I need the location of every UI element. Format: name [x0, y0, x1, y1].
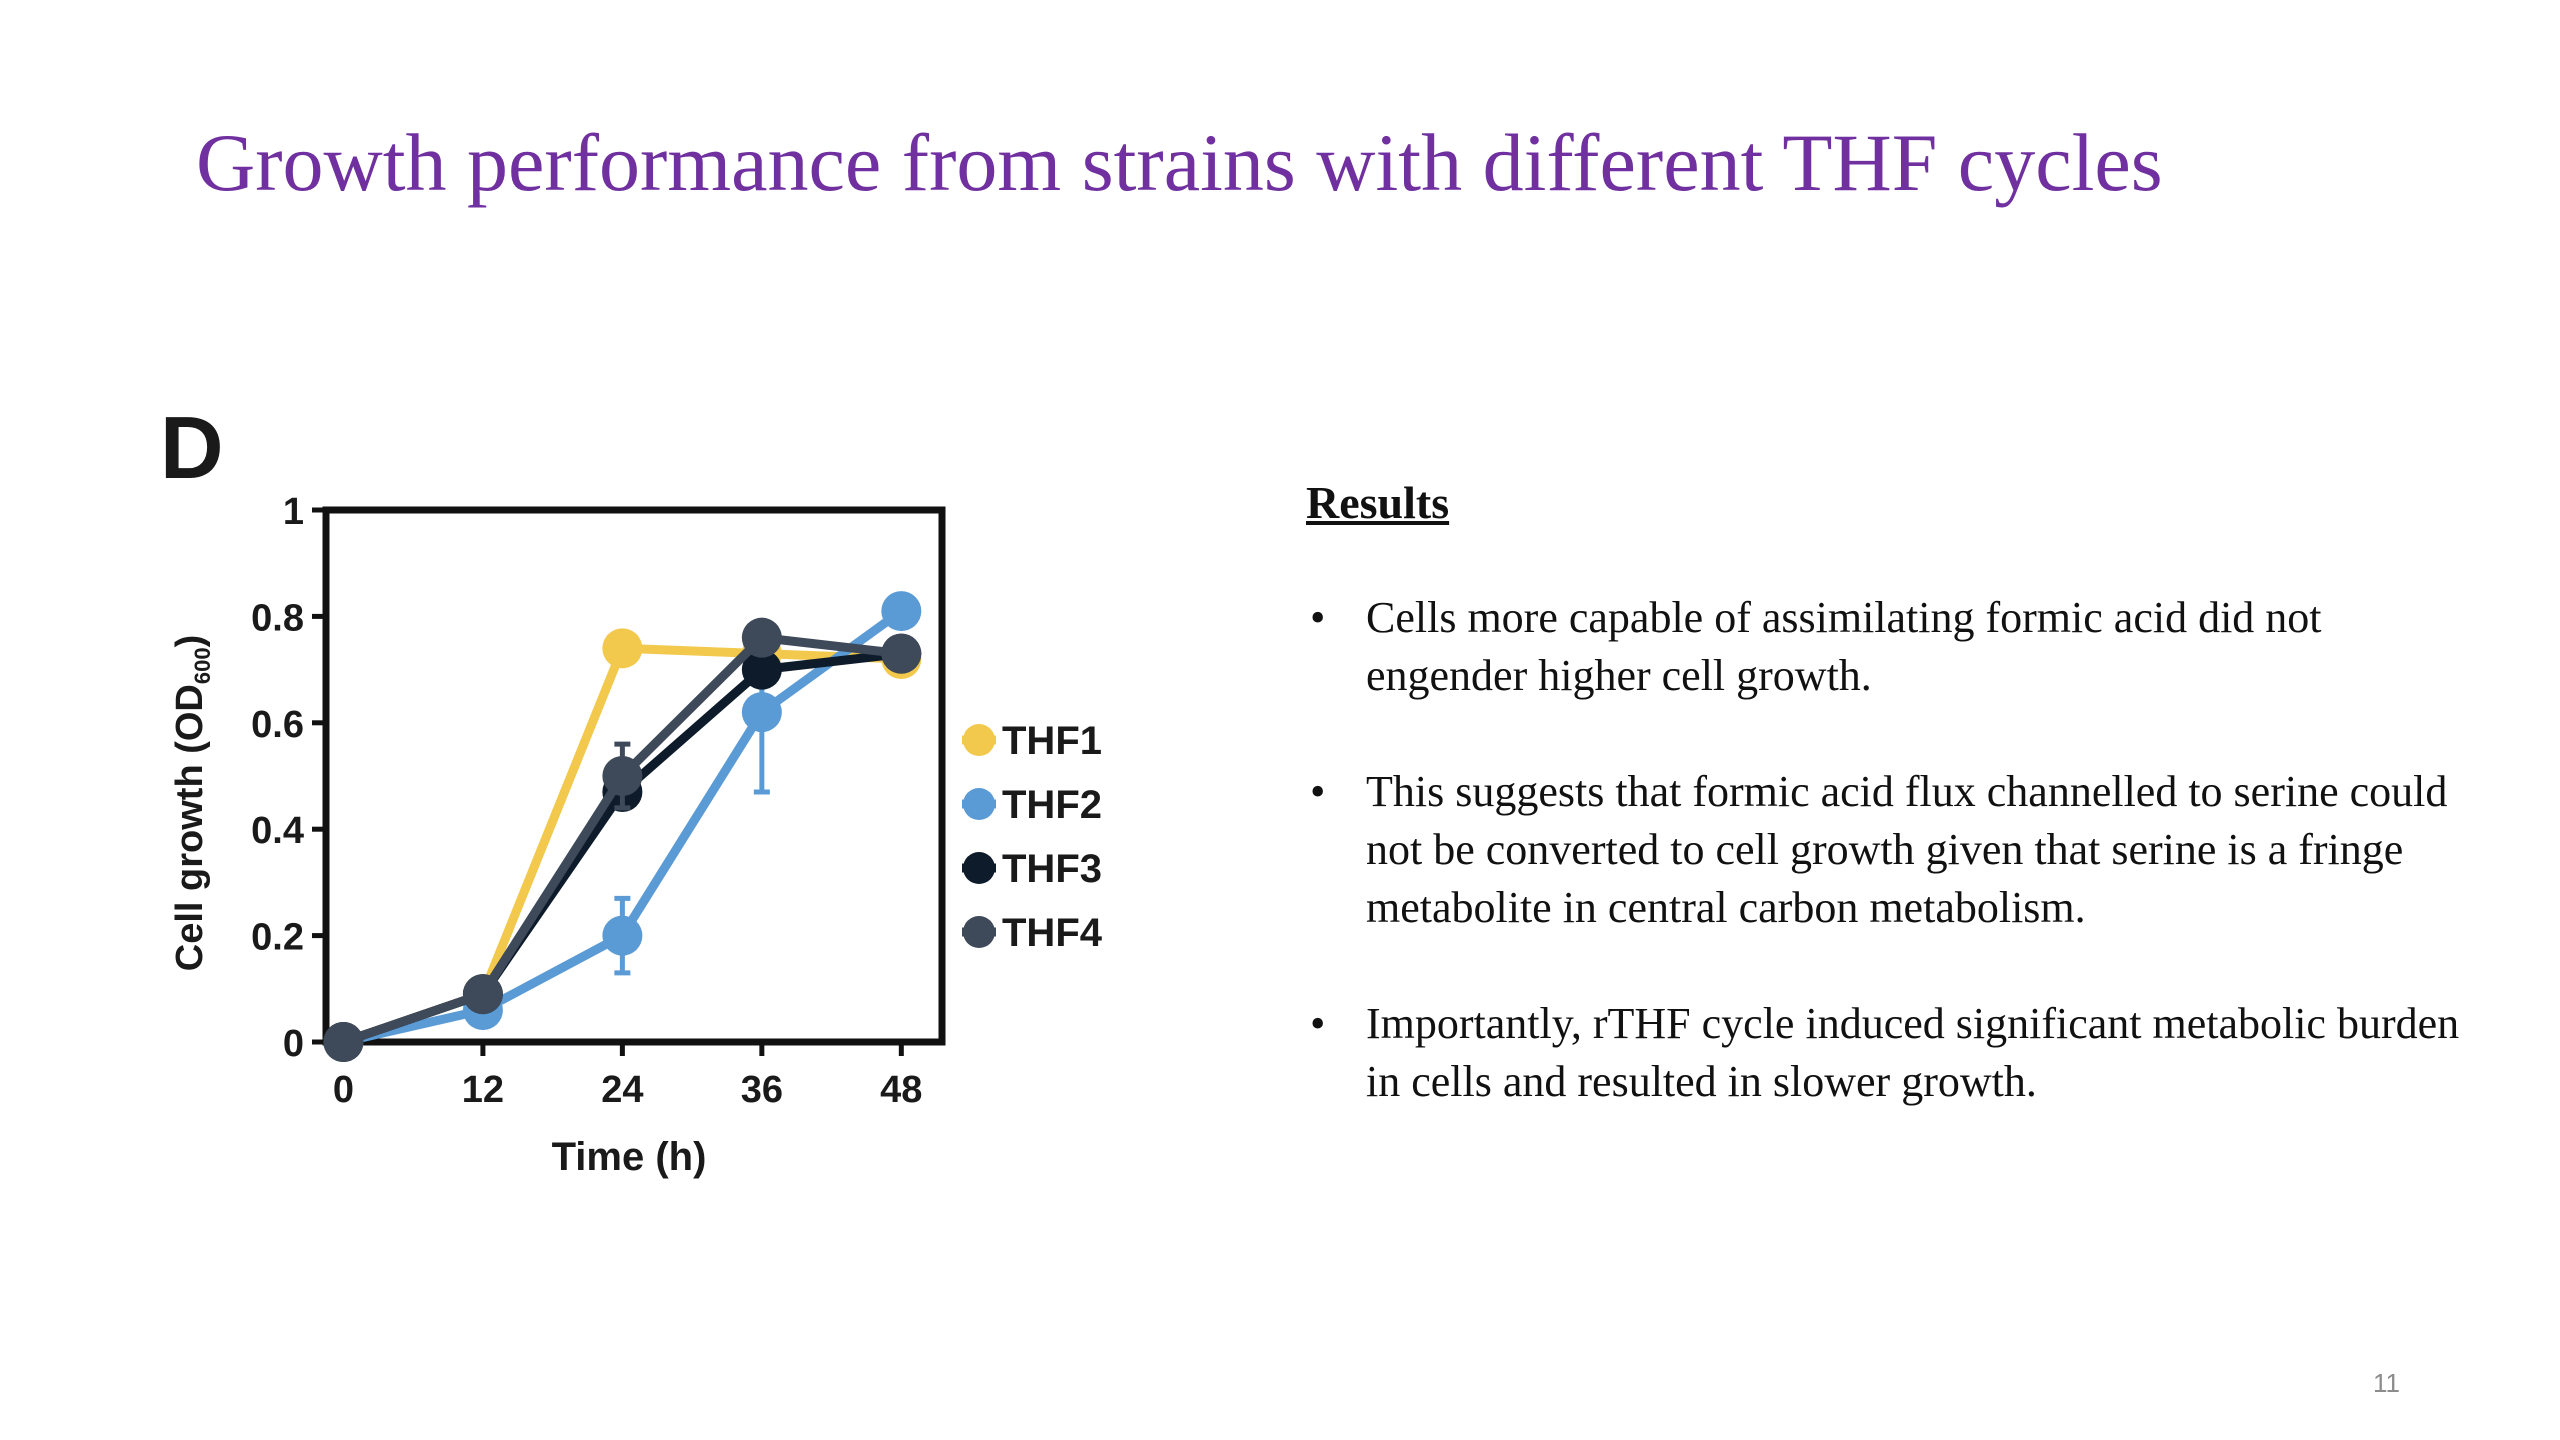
slide-title: Growth performance from strains with dif…	[196, 117, 2163, 208]
x-tick-label: 0	[333, 1069, 354, 1111]
data-point-thf4	[741, 617, 782, 658]
x-tick-label: 24	[601, 1069, 643, 1111]
bullet-text: This suggests that formic acid flux chan…	[1366, 767, 2448, 932]
data-point-thf4	[602, 756, 643, 796]
growth-chart-svg: D 0 0.2 0.4 0.6 0.8 1 0 12 24 36 48 THF1 THF2 THF3 TH…	[160, 398, 1103, 1179]
panel-label: D	[160, 398, 224, 497]
data-point-thf4	[462, 974, 503, 1015]
plot-frame	[322, 506, 946, 1046]
y-tick-label: 0.8	[251, 597, 304, 639]
bullet-text: Cells more capable of assimilating formi…	[1366, 593, 2322, 700]
results-panel: Results • Cells more capable of assimilat…	[1306, 476, 2466, 1169]
y-axis-label: Cell growth (OD600)	[169, 635, 215, 971]
y-tick-label: 0.6	[251, 704, 304, 746]
bullet-text: Importantly, rTHF cycle induced signific…	[1366, 999, 2460, 1106]
legend-marker-thf1	[963, 724, 995, 756]
growth-chart: D 0 0.2 0.4 0.6 0.8 1 0 12 24 36 48 THF1 THF2 THF3 TH…	[130, 370, 1170, 1220]
x-tick-label: 12	[462, 1069, 504, 1111]
data-point-thf3	[741, 649, 782, 690]
data-point-thf4	[323, 1022, 364, 1062]
results-heading: Results	[1306, 477, 1450, 528]
x-tick-label: 36	[741, 1069, 783, 1111]
data-point-thf2	[741, 692, 782, 733]
x-axis-label: Time (h)	[552, 1135, 707, 1179]
y-tick-label: 0.2	[251, 917, 304, 959]
legend-marker-thf2	[963, 788, 995, 820]
y-tick-label: 1	[283, 491, 304, 533]
data-point-thf2	[602, 915, 643, 956]
legend-marker-thf4	[963, 916, 995, 948]
y-tick-label: 0	[283, 1023, 304, 1065]
bullet-item: • Importantly, rTHF cycle induced signifi…	[1306, 995, 2466, 1111]
legend-label-thf2: THF2	[1002, 783, 1102, 827]
series-line-thf2	[342, 607, 904, 1047]
bullet-dot-icon: •	[1310, 593, 1326, 642]
legend-label-thf4: THF4	[1002, 911, 1103, 955]
data-point-thf2	[881, 591, 922, 632]
x-tick-label: 48	[880, 1069, 922, 1111]
legend-label-thf3: THF3	[1002, 847, 1102, 891]
series-line-thf4	[341, 633, 902, 1047]
legend-marker-thf3	[963, 852, 995, 884]
bullet-dot-icon: •	[1310, 999, 1326, 1048]
results-bullet-list: • Cells more capable of assimilating form…	[1306, 589, 2466, 1111]
bullet-item: • This suggests that formic acid flux cha…	[1306, 763, 2466, 937]
data-point-thf4	[881, 633, 922, 674]
series-line-thf3	[341, 649, 902, 1047]
page-number: 11	[2373, 1368, 2400, 1398]
data-point-thf1	[602, 628, 643, 669]
series-line-thf1	[341, 643, 902, 1047]
legend-label-thf1: THF1	[1002, 719, 1102, 763]
bullet-item: • Cells more capable of assimilating form…	[1306, 589, 2466, 705]
bullet-dot-icon: •	[1310, 767, 1326, 816]
y-tick-label: 0.4	[251, 810, 304, 852]
